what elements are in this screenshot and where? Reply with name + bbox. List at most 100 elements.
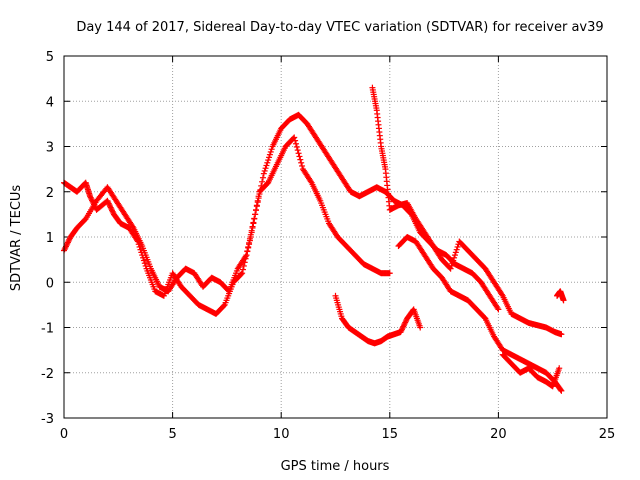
data-point-interp	[109, 208, 116, 215]
data-point-interp	[107, 203, 114, 210]
data-point-interp	[66, 236, 73, 243]
data-point-interp	[253, 203, 260, 210]
data-point-interp	[267, 148, 274, 155]
data-point-interp	[105, 199, 112, 206]
x-tick-label: 10	[273, 427, 290, 442]
data-point-interp	[398, 327, 405, 334]
data-point	[495, 306, 502, 313]
y-tick-label: 2	[46, 186, 54, 201]
data-point-interp	[299, 162, 306, 169]
data-point-interp	[261, 167, 268, 174]
data-point-interp	[238, 271, 245, 278]
data-point-interp	[255, 195, 262, 202]
data-point-interp	[449, 260, 456, 267]
data-point-interp	[295, 150, 302, 157]
data-point-interp	[242, 253, 249, 260]
data-point-interp	[245, 243, 252, 250]
data-point-interp	[265, 157, 272, 164]
data-point	[558, 331, 565, 338]
data-point	[239, 270, 246, 277]
data-point	[386, 270, 393, 277]
data-point-interp	[453, 246, 460, 253]
data-point-interp	[292, 137, 299, 144]
data-markers	[61, 84, 567, 394]
y-tick-label: -1	[41, 322, 54, 337]
data-point-interp	[109, 207, 116, 214]
plot-border	[63, 55, 608, 419]
data-point-interp	[247, 231, 254, 238]
data-point-interp	[268, 146, 275, 153]
data-point-interp	[63, 242, 70, 249]
data-point-interp	[65, 238, 72, 245]
data-point-interp	[61, 246, 68, 253]
data-point-interp	[220, 302, 227, 309]
y-tick-label: -2	[41, 367, 54, 382]
data-point	[417, 324, 424, 331]
chart-title: Day 144 of 2017, Sidereal Day-to-day VTE…	[76, 20, 603, 35]
y-tick-label: 5	[46, 50, 54, 65]
data-point-interp	[249, 223, 256, 230]
data-point-interp	[107, 204, 114, 211]
data-point-interp	[257, 186, 264, 193]
data-point-interp	[250, 219, 257, 226]
x-tick-label: 5	[168, 427, 176, 442]
y-tick-label: 3	[46, 141, 54, 156]
data-point	[260, 170, 267, 177]
data-point-interp	[451, 252, 458, 259]
data-point-interp	[264, 159, 271, 166]
data-point-interp	[246, 239, 253, 246]
data-point-interp	[251, 215, 258, 222]
data-point-interp	[87, 194, 94, 201]
data-point-interp	[106, 201, 113, 208]
x-tick-label: 0	[60, 427, 68, 442]
data-point-interp	[259, 178, 266, 185]
data-point-interp	[454, 243, 461, 250]
data-point-interp	[62, 244, 69, 251]
y-tick-label: -3	[41, 412, 54, 427]
data-point-interp	[399, 324, 406, 331]
data-point-interp	[137, 246, 144, 253]
data-point-interp	[64, 239, 71, 246]
data-point-interp	[494, 305, 501, 312]
data-point-interp	[292, 140, 299, 147]
data-point-interp	[400, 322, 407, 329]
data-point	[447, 265, 454, 272]
data-point	[243, 252, 250, 259]
x-tick-label: 15	[382, 427, 399, 442]
y-tick-label: 0	[46, 276, 54, 291]
data-point	[252, 211, 259, 218]
data-point-interp	[262, 165, 269, 172]
data-point-interp	[88, 195, 95, 202]
data-point-interp	[141, 260, 148, 267]
data-point	[397, 329, 404, 336]
y-tick-label: 4	[46, 95, 54, 110]
x-tick-label: 20	[490, 427, 507, 442]
tick-labels: 0 5 10 15 20 25 -3 -2 -1 0 1 2 3 4 5	[41, 50, 615, 442]
data-point-interp	[400, 323, 407, 330]
data-point-interp	[307, 178, 314, 185]
data-point-interp	[108, 205, 115, 212]
data-point-interp	[248, 227, 255, 234]
data-point-interp	[450, 257, 457, 264]
data-point-interp	[246, 235, 253, 242]
data-point-interp	[244, 248, 251, 255]
data-point-interp	[557, 386, 564, 393]
data-point-interp	[296, 153, 303, 160]
data-point-interp	[259, 174, 266, 181]
data-point-interp	[256, 191, 263, 198]
data-point-interp	[253, 207, 260, 214]
data-point-interp	[498, 291, 505, 298]
data-point	[560, 297, 567, 304]
data-point-interp	[451, 254, 458, 261]
data-point-interp	[129, 223, 136, 230]
data-point	[558, 387, 565, 394]
data-point-interp	[452, 249, 459, 256]
data-point-interp	[398, 326, 405, 333]
data-point-interp	[293, 143, 300, 150]
data-point	[556, 365, 563, 372]
data-point-interp	[254, 199, 261, 206]
data-point-interp	[105, 200, 112, 207]
data-point-interp	[298, 159, 305, 166]
